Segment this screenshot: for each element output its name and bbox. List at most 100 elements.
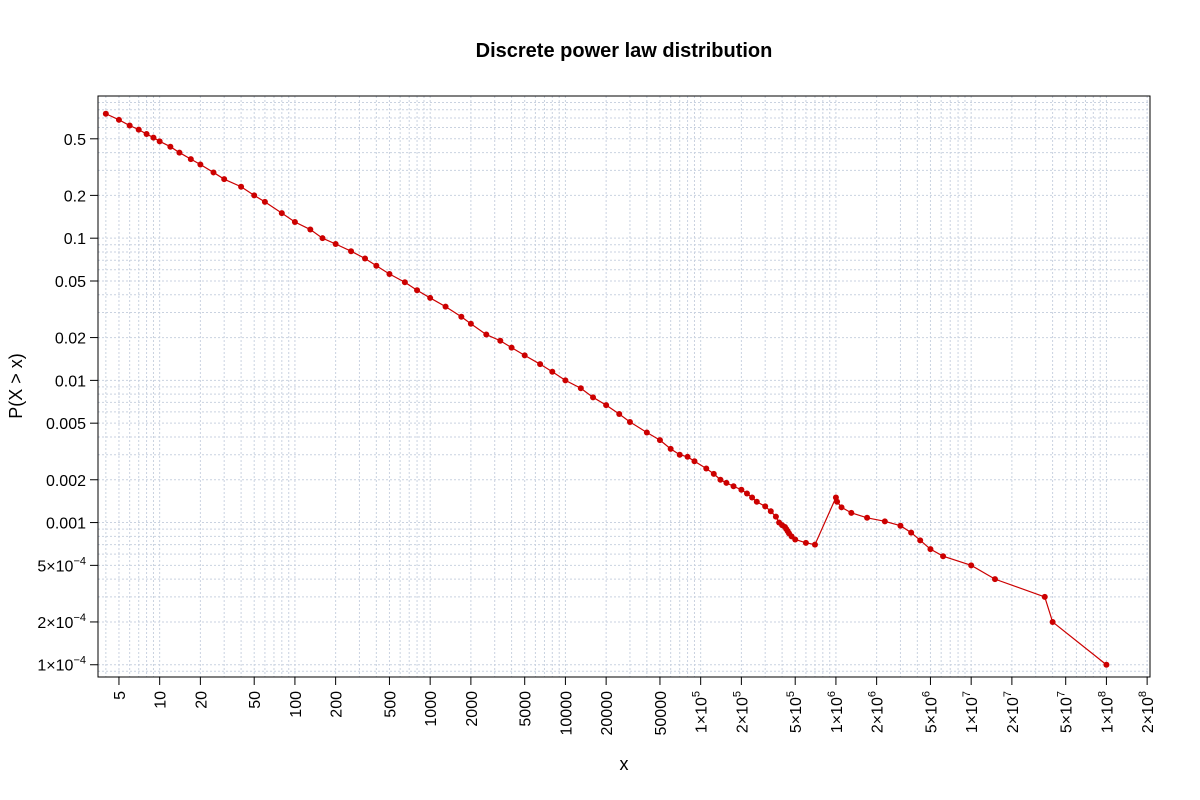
- data-point: [730, 483, 737, 490]
- x-tick-label: 50000: [653, 691, 670, 736]
- x-tick-label: 10000: [558, 691, 575, 736]
- data-point: [643, 429, 650, 436]
- grid-lines: [98, 95, 1150, 677]
- data-point: [362, 255, 369, 262]
- y-tick-label: 0.02: [55, 331, 86, 348]
- data-point: [562, 377, 569, 384]
- data-point: [102, 110, 109, 117]
- data-point: [864, 514, 871, 521]
- data-point: [603, 402, 610, 409]
- data-point: [401, 279, 408, 286]
- data-point: [497, 337, 504, 344]
- data-point: [691, 458, 698, 465]
- data-point: [881, 518, 888, 525]
- data-point: [1103, 661, 1110, 668]
- data-point: [749, 494, 756, 501]
- x-tick-label: 5×106: [920, 691, 940, 733]
- data-point: [176, 149, 183, 156]
- x-tick-label: 2×107: [1002, 691, 1022, 733]
- x-tick-label: 1×108: [1096, 691, 1116, 733]
- chart-title: Discrete power law distribution: [476, 40, 773, 62]
- data-point: [251, 192, 258, 199]
- x-tick-label: 10: [153, 691, 170, 709]
- data-point: [753, 498, 760, 505]
- data-point: [667, 445, 674, 452]
- x-axis: 5 10 20 50 100 200 500 1000 2000 5000 10000 20000 50…: [112, 677, 1157, 736]
- data-point: [537, 361, 544, 368]
- y-tick-label: 0.002: [46, 473, 86, 490]
- plot-frame: [97, 95, 1151, 678]
- data-point: [1041, 593, 1048, 600]
- x-tick-label: 20: [193, 691, 210, 709]
- x-tick-label: 500: [382, 691, 399, 718]
- x-tick-label: 20000: [599, 691, 616, 736]
- data-point: [940, 553, 947, 560]
- data-point: [968, 562, 975, 569]
- data-point: [762, 503, 769, 510]
- x-tick-label: 5×105: [785, 691, 805, 733]
- data-point: [772, 513, 779, 520]
- data-point: [1049, 618, 1056, 625]
- data-point: [167, 143, 174, 150]
- y-tick-label: 0.05: [55, 274, 86, 291]
- data-point: [927, 546, 934, 553]
- data-point: [115, 116, 122, 123]
- y-axis: 0.5 0.2 0.1 0.05 0.02 0.01 0.005 0.002 0.001 5×10…: [37, 132, 98, 675]
- x-tick-label: 200: [329, 691, 346, 718]
- data-point: [834, 498, 841, 505]
- data-point: [135, 126, 142, 133]
- data-point: [261, 198, 268, 205]
- data-point: [483, 331, 490, 338]
- x-tick-label: 5: [112, 691, 129, 700]
- data-point: [549, 368, 556, 375]
- data-point: [897, 522, 904, 529]
- data-point: [802, 539, 809, 546]
- data-point: [656, 437, 663, 444]
- data-point: [238, 183, 245, 190]
- y-axis-title: P(X > x): [6, 353, 26, 419]
- data-point: [577, 385, 584, 392]
- x-tick-label: 1×107: [961, 691, 981, 733]
- data-point: [442, 303, 449, 310]
- data-point: [626, 418, 633, 425]
- data-point: [590, 394, 597, 401]
- data-point: [908, 529, 915, 536]
- x-tick-label: 2×108: [1137, 691, 1157, 733]
- data-point: [458, 313, 465, 320]
- y-tick-label: 0.5: [64, 132, 86, 149]
- data-point: [332, 241, 339, 248]
- data-points: [102, 110, 1110, 668]
- x-tick-label: 2000: [464, 691, 481, 727]
- y-tick-label: 0.01: [55, 373, 86, 390]
- data-point: [792, 536, 799, 543]
- data-point: [156, 138, 163, 145]
- data-point: [143, 131, 150, 138]
- x-tick-label: 2×105: [731, 691, 751, 733]
- data-point: [717, 476, 724, 483]
- y-tick-label: 0.1: [64, 231, 86, 248]
- data-point: [767, 508, 774, 515]
- data-point: [291, 218, 298, 225]
- x-tick-label: 1×105: [691, 691, 711, 733]
- data-point: [811, 541, 818, 548]
- data-point: [838, 504, 845, 511]
- x-axis-title: x: [620, 754, 629, 774]
- data-point: [386, 270, 393, 277]
- x-tick-label: 5×107: [1056, 691, 1076, 733]
- data-point: [848, 509, 855, 516]
- y-tick-label: 0.2: [64, 188, 86, 205]
- data-point: [150, 134, 157, 141]
- data-point: [210, 169, 217, 176]
- data-point: [521, 352, 528, 359]
- y-tick-label: 0.005: [46, 416, 86, 433]
- data-point: [738, 486, 745, 493]
- x-tick-label: 1×106: [826, 691, 846, 733]
- data-point: [427, 294, 434, 301]
- data-point: [414, 287, 421, 294]
- y-tick-label: 2×10−4: [37, 612, 86, 632]
- x-tick-label: 50: [247, 691, 264, 709]
- data-point: [616, 411, 623, 418]
- data-point: [373, 262, 380, 269]
- data-point: [126, 122, 133, 129]
